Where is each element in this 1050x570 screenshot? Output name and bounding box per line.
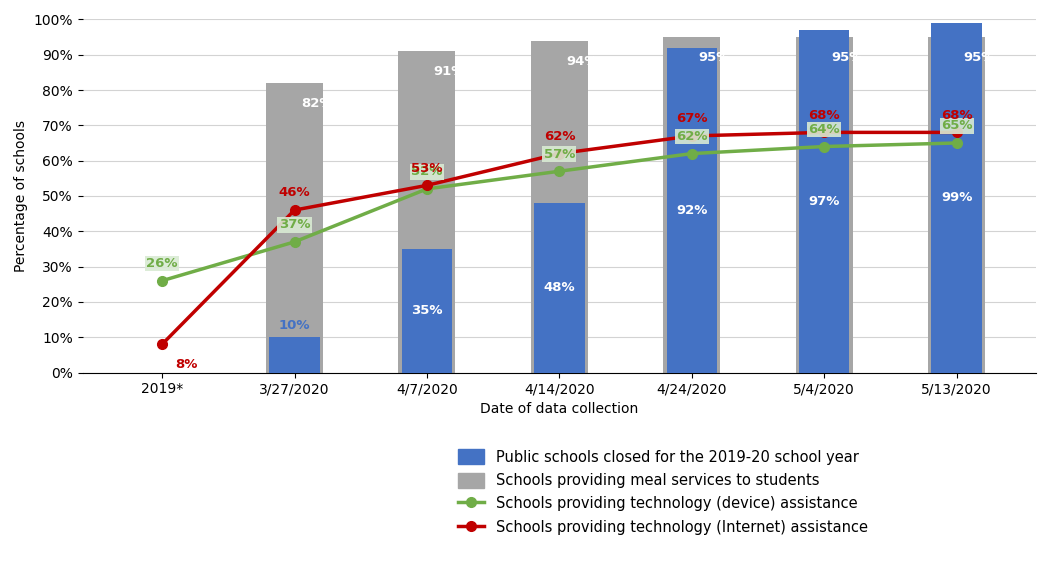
Text: 62%: 62%: [544, 130, 575, 143]
Text: 68%: 68%: [941, 109, 972, 122]
Text: 8%: 8%: [175, 359, 197, 372]
Bar: [534, 203, 585, 373]
Text: 37%: 37%: [279, 218, 311, 231]
Bar: [928, 37, 985, 373]
Bar: [796, 37, 853, 373]
Text: 64%: 64%: [808, 123, 840, 136]
Bar: [799, 30, 849, 373]
Text: 68%: 68%: [808, 109, 840, 122]
Text: 95%: 95%: [698, 51, 730, 64]
Text: 57%: 57%: [544, 148, 575, 161]
Text: 46%: 46%: [278, 186, 311, 200]
Text: 26%: 26%: [146, 257, 177, 270]
Text: 95%: 95%: [831, 51, 862, 64]
Text: 92%: 92%: [676, 203, 708, 217]
Text: 95%: 95%: [964, 51, 994, 64]
Text: 62%: 62%: [676, 130, 708, 143]
Text: 48%: 48%: [544, 281, 575, 294]
Text: 53%: 53%: [412, 162, 443, 175]
Bar: [270, 337, 319, 373]
Y-axis label: Percentage of schools: Percentage of schools: [14, 120, 28, 272]
Text: 10%: 10%: [279, 319, 311, 332]
Legend: Public schools closed for the 2019-20 school year, Schools providing meal servic: Public schools closed for the 2019-20 sc…: [453, 443, 874, 541]
Text: 65%: 65%: [941, 119, 972, 132]
Bar: [531, 40, 588, 373]
Text: 82%: 82%: [301, 97, 333, 110]
Bar: [931, 23, 982, 373]
X-axis label: Date of data collection: Date of data collection: [480, 402, 638, 416]
Text: 97%: 97%: [808, 195, 840, 207]
Text: 52%: 52%: [412, 165, 443, 178]
Text: 67%: 67%: [676, 112, 708, 125]
Bar: [664, 37, 720, 373]
Text: 99%: 99%: [941, 191, 972, 204]
Text: 91%: 91%: [434, 66, 465, 78]
Bar: [667, 48, 717, 373]
Text: 35%: 35%: [412, 304, 443, 317]
Bar: [402, 249, 453, 373]
Bar: [266, 83, 323, 373]
Text: 94%: 94%: [566, 55, 597, 68]
Bar: [399, 51, 456, 373]
